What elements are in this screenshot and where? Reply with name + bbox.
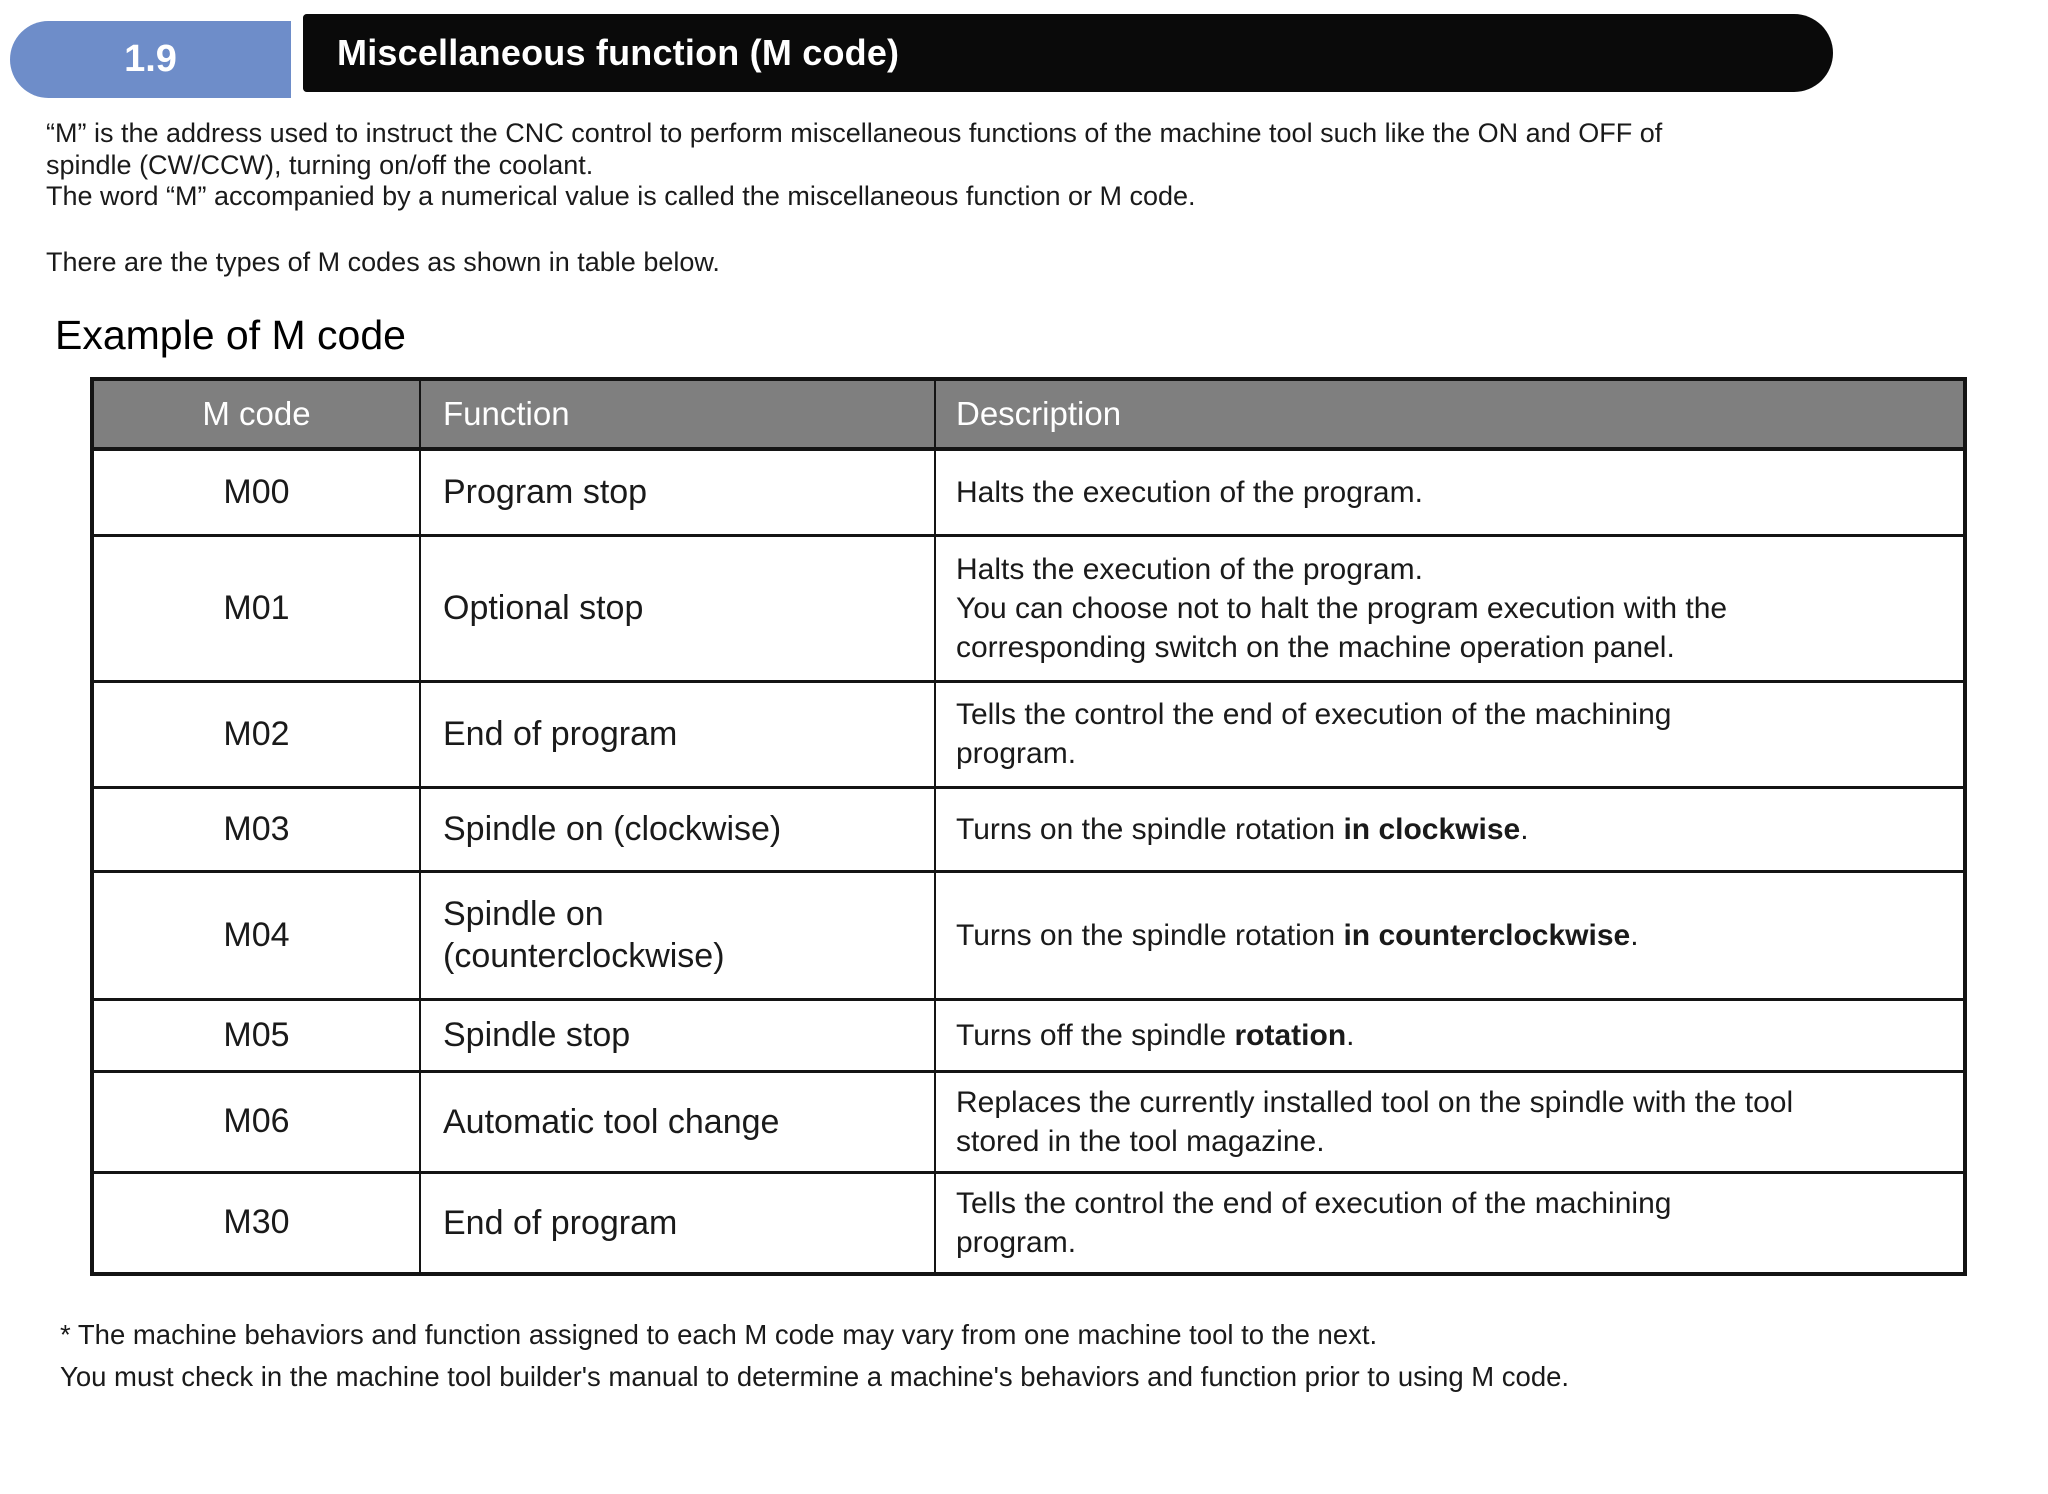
mcode-cell: M04	[91, 869, 421, 1001]
text-segment: Program stop	[443, 473, 648, 512]
section-number: 1.9	[124, 38, 177, 80]
text-segment: program.	[956, 737, 1077, 771]
intro-paragraph: “M” is the address used to instruct the …	[46, 118, 1663, 212]
function-cell: Optional stop	[419, 533, 936, 683]
table-row: M01 Optional stop Halts the execution of t…	[91, 533, 1966, 683]
mcode-cell: M01	[91, 533, 421, 683]
description-cell: Halts the execution of the program. You c…	[934, 533, 1966, 683]
column-header-function: Function	[419, 377, 936, 452]
text-segment: .	[1630, 918, 1639, 952]
description-cell: Tells the control the end of execution o…	[934, 679, 1966, 789]
section-number-badge: 1.9	[10, 21, 291, 98]
page-title: Miscellaneous function (M code)	[337, 32, 900, 73]
mcode-cell: M06	[91, 1069, 421, 1174]
header-row: M code Function Description	[91, 377, 1966, 452]
mcode-value: M06	[223, 1102, 290, 1141]
description-cell: Turns off the spindle rotation.	[934, 997, 1966, 1073]
text-segment: program.	[956, 1225, 1077, 1259]
column-header-mcode: M code	[91, 377, 421, 452]
mcode-cell: M30	[91, 1170, 421, 1276]
text-segment: in clockwise	[1343, 812, 1521, 846]
text-segment: stored in the tool magazine.	[956, 1124, 1325, 1158]
text-segment: Tells the control the end of execution o…	[956, 698, 1672, 732]
table-row: M02 End of program Tells the control the e…	[91, 679, 1966, 789]
function-cell: Spindle on (counterclockwise)	[419, 869, 936, 1001]
text-segment: Halts the execution of the program.	[956, 476, 1423, 510]
text-segment: You can choose not to halt the program e…	[956, 591, 1728, 625]
description-cell: Turns on the spindle rotation in counter…	[934, 869, 1966, 1001]
function-cell: Automatic tool change	[419, 1069, 936, 1174]
table-row: M00 Program stop Halts the execution of th…	[91, 447, 1966, 537]
text-segment: Turns on the spindle rotation	[956, 812, 1344, 846]
description-cell: Halts the execution of the program.	[934, 447, 1966, 537]
intro-note: There are the types of M codes as shown …	[46, 246, 720, 277]
text-segment: corresponding switch on the machine oper…	[956, 630, 1675, 664]
description-cell: Turns on the spindle rotation in clockwi…	[934, 785, 1966, 873]
function-cell: Spindle stop	[419, 997, 936, 1073]
text-segment: Turns on the spindle rotation	[956, 918, 1344, 952]
text-segment: End of program	[443, 715, 678, 754]
text-segment: End of program	[443, 1203, 678, 1242]
title-bar: Miscellaneous function (M code)	[303, 14, 1833, 92]
table-row: M05 Spindle stop Turns off the spindle rot…	[91, 997, 1966, 1073]
mcode-table-body: M00 Program stop Halts the execution of th…	[91, 447, 1966, 1276]
text-segment: .	[1520, 812, 1529, 846]
text-segment: Halts the execution of the program.	[956, 552, 1423, 586]
text-segment: (counterclockwise)	[443, 937, 725, 976]
text-segment: Spindle on (clockwise)	[443, 810, 782, 849]
mcode-value: M30	[223, 1203, 290, 1242]
text-segment: Replaces the currently installed tool on…	[956, 1085, 1794, 1119]
mcode-value: M00	[223, 473, 290, 512]
table-row: M04 Spindle on (counterclockwise) Turns on …	[91, 869, 1966, 1001]
function-cell: End of program	[419, 1170, 936, 1276]
footnote: * The machine behaviors and function ass…	[60, 1318, 1570, 1393]
description-cell: Replaces the currently installed tool on…	[934, 1069, 1966, 1174]
text-segment: rotation	[1234, 1018, 1347, 1052]
mcode-value: M01	[223, 588, 290, 627]
description-cell: Tells the control the end of execution o…	[934, 1170, 1966, 1276]
mcode-cell: M02	[91, 679, 421, 789]
table-row: M30 End of program Tells the control the e…	[91, 1170, 1966, 1276]
text-segment: Turns off the spindle	[956, 1018, 1235, 1052]
mcode-value: M05	[223, 1015, 290, 1054]
mcode-value: M03	[223, 809, 290, 848]
function-cell: Program stop	[419, 447, 936, 537]
mcode-value: M02	[223, 714, 290, 753]
mcode-cell: M05	[91, 997, 421, 1073]
function-cell: End of program	[419, 679, 936, 789]
text-segment: Tells the control the end of execution o…	[956, 1186, 1672, 1220]
text-segment: .	[1346, 1018, 1355, 1052]
table-row: M03 Spindle on (clockwise) Turns on the sp…	[91, 785, 1966, 873]
mcode-cell: M03	[91, 785, 421, 873]
column-header-description: Description	[934, 377, 1966, 452]
text-segment: Spindle on	[443, 894, 604, 933]
mcode-cell: M00	[91, 447, 421, 537]
text-segment: Automatic tool change	[443, 1102, 780, 1141]
table-row: M06 Automatic tool change Replaces the cur…	[91, 1069, 1966, 1174]
page-header: Miscellaneous function (M code) 1.9	[0, 0, 2048, 104]
text-segment: in counterclockwise	[1343, 918, 1631, 952]
function-cell: Spindle on (clockwise)	[419, 785, 936, 873]
text-segment: Optional stop	[443, 589, 644, 628]
mcode-table-header: M code Function Description	[91, 377, 1966, 452]
mcode-value: M04	[223, 915, 290, 954]
mcode-table: M code Function Description M00 Program s…	[90, 377, 1967, 1276]
text-segment: Spindle stop	[443, 1016, 631, 1055]
example-heading: Example of M code	[55, 312, 406, 359]
